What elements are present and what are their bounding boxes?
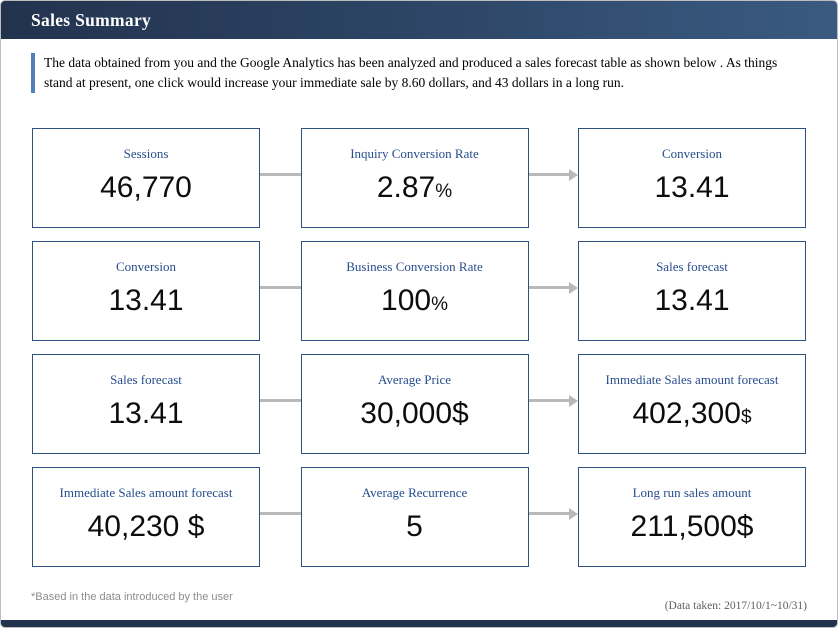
metric-value: 2.87% xyxy=(376,170,453,204)
title-bar: Sales Summary xyxy=(1,1,837,39)
metric-card-immediate-sales: Immediate Sales amount forecast 402,300$ xyxy=(578,353,806,454)
page-title: Sales Summary xyxy=(31,9,152,30)
metric-card-longrun-sales: Long run sales amount 211,500$ xyxy=(578,466,806,567)
metric-card-conversion: Conversion 13.41 xyxy=(32,240,260,341)
connector-arrow xyxy=(528,235,578,341)
intro-paragraph: The data obtained from you and the Googl… xyxy=(31,53,811,93)
metric-value: 46,770 xyxy=(100,170,192,204)
metric-label: Conversion xyxy=(662,145,722,161)
connector-arrow xyxy=(528,122,578,228)
metric-card-conversion: Conversion 13.41 xyxy=(578,127,806,228)
connector-arrow xyxy=(528,461,578,567)
bottom-accent-bar xyxy=(1,620,837,627)
metric-label: Sessions xyxy=(123,145,169,161)
metric-value: 13.41 xyxy=(654,283,730,317)
metric-value: 5 xyxy=(406,509,423,543)
connector-segment xyxy=(528,399,569,403)
grid-row-business: Conversion 13.41 Business Conversion Rat… xyxy=(32,240,806,341)
forecast-grid: Sessions 46,770 Inquiry Conversion Rate … xyxy=(32,127,806,567)
metric-card-sessions: Sessions 46,770 xyxy=(32,127,260,228)
grid-row-sessions: Sessions 46,770 Inquiry Conversion Rate … xyxy=(32,127,806,228)
metric-value: 40,230 $ xyxy=(87,509,205,543)
metric-card-inquiry-rate: Inquiry Conversion Rate 2.87% xyxy=(300,127,529,228)
connector-segment xyxy=(528,286,569,290)
metric-value: 100% xyxy=(381,283,448,317)
metric-label: Business Conversion Rate xyxy=(346,258,483,274)
metric-label: Average Price xyxy=(377,371,452,387)
grid-row-immediate: Sales forecast 13.41 Average Price 30,00… xyxy=(32,353,806,454)
connector-line xyxy=(260,461,301,567)
connector-line xyxy=(260,235,301,341)
arrow-head-icon xyxy=(569,168,578,181)
metric-label: Inquiry Conversion Rate xyxy=(350,145,479,161)
connector-line xyxy=(260,122,301,228)
metric-card-average-recurrence: Average Recurrence 5 xyxy=(300,466,529,567)
metric-value: 402,300$ xyxy=(632,396,752,430)
metric-card-average-price: Average Price 30,000$ xyxy=(300,353,529,454)
metric-value: 13.41 xyxy=(108,396,184,430)
metric-label: Average Recurrence xyxy=(361,484,468,500)
intro-line-1: The data obtained from you and the Googl… xyxy=(44,55,778,70)
connector-segment xyxy=(528,173,569,177)
metric-label: Conversion xyxy=(116,258,176,274)
metric-label: Long run sales amount xyxy=(632,484,752,500)
metric-value: 13.41 xyxy=(654,170,730,204)
connector-line xyxy=(260,348,301,454)
connector-segment xyxy=(528,512,569,516)
connector-segment xyxy=(260,512,301,516)
metric-label: Immediate Sales amount forecast xyxy=(605,371,779,387)
metric-label: Immediate Sales amount forecast xyxy=(59,484,233,500)
connector-segment xyxy=(260,173,301,177)
metric-label: Sales forecast xyxy=(110,371,182,387)
arrow-head-icon xyxy=(569,281,578,294)
metric-card-business-rate: Business Conversion Rate 100% xyxy=(300,240,529,341)
metric-card-sales-forecast: Sales forecast 13.41 xyxy=(578,240,806,341)
grid-row-longrun: Immediate Sales amount forecast 40,230 $… xyxy=(32,466,806,567)
connector-arrow xyxy=(528,348,578,454)
arrow-head-icon xyxy=(569,394,578,407)
metric-value: 13.41 xyxy=(108,283,184,317)
metric-card-sales-forecast: Sales forecast 13.41 xyxy=(32,353,260,454)
connector-segment xyxy=(260,399,301,403)
metric-value: 30,000$ xyxy=(360,396,469,430)
data-taken-range: (Data taken: 2017/10/1~10/31) xyxy=(664,600,807,612)
metric-card-immediate-sales: Immediate Sales amount forecast 40,230 $ xyxy=(32,466,260,567)
intro-line-2: stand at present, one click would increa… xyxy=(44,74,624,90)
metric-value: 211,500$ xyxy=(630,509,754,543)
footnote-source: *Based in the data introduced by the use… xyxy=(31,591,233,603)
connector-segment xyxy=(260,286,301,290)
metric-label: Sales forecast xyxy=(656,258,728,274)
arrow-head-icon xyxy=(569,507,578,520)
